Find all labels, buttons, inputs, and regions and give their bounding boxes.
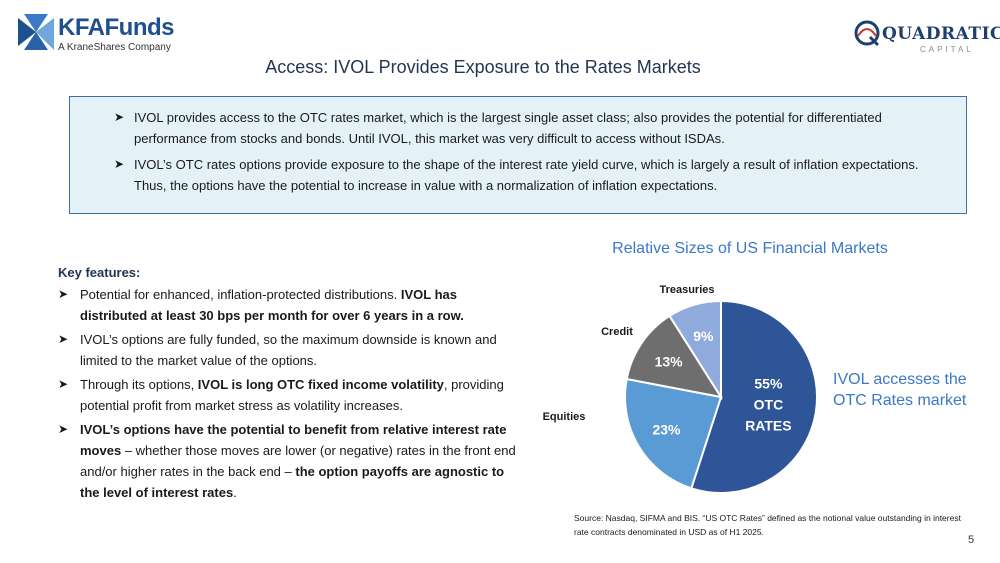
- slice-category-label: Credit: [601, 326, 633, 338]
- pie-slice: [668, 299, 722, 401]
- intro-item: ➤ IVOL provides access to the OTC rates …: [114, 107, 952, 149]
- feature-item: ➤ IVOL’s options are fully funded, so th…: [58, 329, 518, 371]
- feature-text-bold: IVOL’s options have the potential to ben…: [80, 422, 507, 458]
- slice-value-label: 9%: [693, 328, 714, 344]
- quadratic-logo-subtitle: CAPITAL: [920, 45, 974, 54]
- chart-callout: IVOL accesses the OTC Rates market: [833, 371, 967, 409]
- slice-value-label: 55%: [754, 376, 783, 392]
- kfa-logo-mark-icon: [18, 14, 54, 50]
- page-number: 5: [968, 534, 975, 546]
- feature-item: ➤ Through its options, IVOL is long OTC …: [58, 374, 518, 416]
- slice-category-label: Treasuries: [659, 284, 714, 296]
- feature-item: ➤ IVOL’s options have the potential to b…: [58, 419, 518, 503]
- quadratic-logo-name: QUADRATIC: [882, 24, 1000, 44]
- slice-value-label: 13%: [655, 353, 684, 369]
- intro-item-text: IVOL provides access to the OTC rates ma…: [134, 110, 882, 146]
- pie-slice: [625, 314, 724, 399]
- feature-text: Through its options,: [80, 377, 198, 392]
- kfa-funds-logo: KFAFunds A KraneShares Company: [18, 14, 218, 58]
- intro-box: ➤ IVOL provides access to the OTC rates …: [69, 96, 967, 214]
- arrowhead-bullet-icon: ➤: [58, 422, 69, 436]
- intro-item: ➤ IVOL’s OTC rates options provide expos…: [114, 154, 952, 196]
- feature-text-bold: the option payoffs are agnostic to the l…: [80, 464, 505, 500]
- feature-text: Potential for enhanced, inflation-protec…: [80, 287, 401, 302]
- key-features-heading: Key features:: [58, 265, 141, 280]
- arrowhead-bullet-icon: ➤: [114, 157, 125, 171]
- chart-title: Relative Sizes of US Financial Markets: [612, 240, 888, 257]
- slice-inner-label: RATES: [745, 418, 791, 434]
- arrowhead-bullet-icon: ➤: [114, 110, 125, 124]
- kfa-logo-subtitle: A KraneShares Company: [58, 42, 171, 53]
- feature-text-bold: IVOL is long OTC fixed income volatility: [197, 377, 444, 392]
- arrowhead-bullet-icon: ➤: [58, 377, 69, 391]
- feature-text: – whether those moves are lower (or nega…: [80, 443, 516, 479]
- quadratic-capital-logo: QUADRATIC CAPITAL: [848, 18, 1000, 62]
- feature-item: ➤ Potential for enhanced, inflation-prot…: [58, 284, 518, 326]
- arrowhead-bullet-icon: ➤: [58, 332, 69, 346]
- pie-slice: [690, 299, 818, 494]
- slice-category-label: Equities: [543, 411, 586, 423]
- arrowhead-bullet-icon: ➤: [58, 287, 69, 301]
- kfa-logo-name: KFAFunds: [58, 14, 175, 41]
- pie-slice: [624, 377, 723, 490]
- slide-title: Access: IVOL Provides Exposure to the Ra…: [265, 57, 701, 77]
- feature-text: .: [233, 485, 237, 500]
- key-features-section: Key features: ➤ Potential for enhanced, …: [58, 265, 518, 506]
- slice-value-label: 23%: [652, 421, 681, 437]
- pie-chart: 55% OTC RATES 23% Equities 13% Credit 9% Treasur…: [543, 284, 818, 494]
- quadratic-logo-mark-icon: [854, 20, 880, 46]
- slice-inner-label: OTC: [754, 397, 784, 413]
- feature-text-bold: IVOL has distributed at least 30 bps per…: [80, 287, 464, 323]
- source-note: Source: Nasdaq, SIFMA and BIS. “US OTC R…: [574, 513, 961, 537]
- feature-text: , providing potential profit from market…: [80, 377, 504, 413]
- feature-text: IVOL’s options are fully funded, so the …: [80, 332, 497, 368]
- intro-item-text: IVOL’s OTC rates options provide exposur…: [134, 157, 919, 193]
